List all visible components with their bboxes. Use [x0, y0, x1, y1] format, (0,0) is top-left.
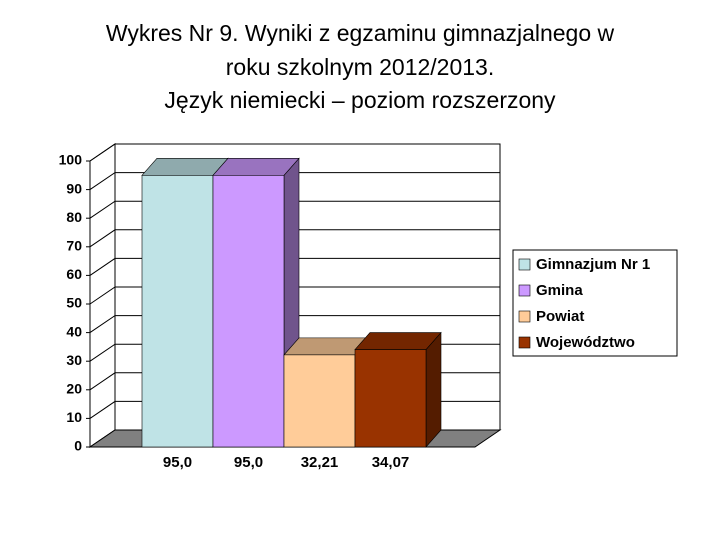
grid-line — [89, 286, 500, 305]
grid-line — [89, 315, 500, 334]
legend-swatch — [518, 310, 531, 323]
bar — [141, 175, 214, 448]
legend-label: Gimnazjum Nr 1 — [536, 256, 650, 273]
grid-line — [89, 257, 500, 276]
bar — [354, 349, 427, 448]
bar-top — [212, 158, 300, 176]
bar — [283, 354, 356, 448]
y-tick-label: 0 — [74, 438, 82, 454]
grid-line — [89, 172, 500, 191]
y-tick-label: 100 — [59, 152, 83, 168]
bar-side — [425, 331, 442, 448]
grid-line — [89, 143, 500, 162]
legend-label: Powiat — [536, 308, 584, 325]
y-tick-label: 70 — [66, 238, 82, 254]
legend-box — [512, 249, 678, 357]
legend-label: Gmina — [536, 282, 583, 299]
y-tick-label: 60 — [66, 266, 82, 282]
chart-title: Wykres Nr 9. Wyniki z egzaminu gimnazjal… — [106, 20, 615, 46]
legend-label: Województwo — [536, 334, 635, 351]
value-label: 32,21 — [301, 454, 339, 471]
chart-title: roku szkolnym 2012/2013. — [226, 54, 495, 80]
y-tick-label: 80 — [66, 209, 82, 225]
bar-top — [354, 332, 442, 350]
grid-line — [89, 229, 500, 248]
chart-title: Język niemiecki – poziom rozszerzony — [164, 87, 556, 113]
y-tick-label: 40 — [66, 323, 82, 339]
bar — [212, 175, 285, 448]
value-label: 95,0 — [163, 454, 192, 471]
y-tick-label: 20 — [66, 381, 82, 397]
y-tick-label: 10 — [66, 409, 82, 425]
value-label: 95,0 — [234, 454, 263, 471]
value-label: 34,07 — [372, 454, 410, 471]
y-tick-label: 90 — [66, 180, 82, 196]
legend-swatch — [518, 336, 531, 349]
legend-swatch — [518, 284, 531, 297]
y-tick-label: 30 — [66, 352, 82, 368]
grid-line — [89, 200, 500, 219]
legend-swatch — [518, 258, 531, 271]
y-tick-label: 50 — [66, 295, 82, 311]
